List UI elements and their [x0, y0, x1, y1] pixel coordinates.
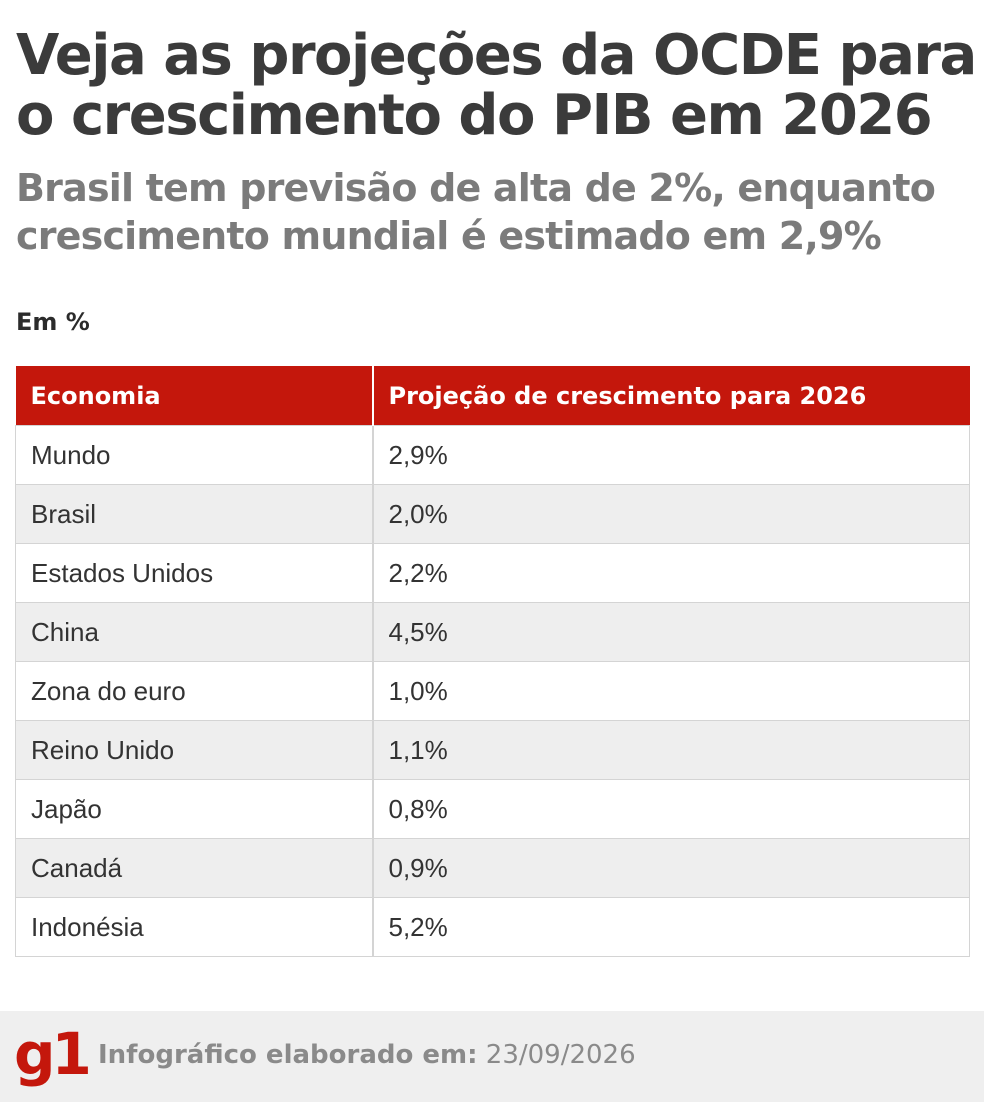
chart-subtitle: Brasil tem previsão de alta de 2%, enqua… — [16, 166, 936, 258]
table-header-row: Economia Projeção de crescimento para 20… — [15, 366, 970, 426]
table-row: Japão 0,8% — [15, 779, 970, 839]
table-row: Zona do euro 1,0% — [15, 661, 970, 721]
credit-line: Infográfico elaborado em: 23/09/2026 — [98, 1040, 636, 1070]
table-row: Estados Unidos 2,2% — [15, 543, 970, 603]
credit-date: 23/09/2026 — [485, 1040, 636, 1070]
column-header-projecao: Projeção de crescimento para 2026 — [371, 366, 970, 426]
table-row: Brasil 2,0% — [15, 484, 970, 544]
projection-value-cell: 2,9% — [371, 425, 970, 485]
projection-value-cell: 1,0% — [371, 661, 970, 721]
credit-label: Infográfico elaborado em: — [98, 1040, 478, 1070]
table-row: Reino Unido 1,1% — [15, 720, 970, 780]
economy-cell: China — [15, 602, 373, 662]
projection-value-cell: 5,2% — [371, 897, 970, 957]
projection-value-cell: 2,2% — [371, 543, 970, 603]
table-row: China 4,5% — [15, 602, 970, 662]
projection-value-cell: 2,0% — [371, 484, 970, 544]
economy-cell: Brasil — [15, 484, 373, 544]
footer: g1 Infográfico elaborado em: 23/09/2026 — [0, 1011, 984, 1102]
economy-cell: Mundo — [15, 425, 373, 485]
economy-cell: Canadá — [15, 838, 373, 898]
economy-cell: Zona do euro — [15, 661, 373, 721]
projection-value-cell: 1,1% — [371, 720, 970, 780]
projection-value-cell: 0,9% — [371, 838, 970, 898]
projection-value-cell: 0,8% — [371, 779, 970, 839]
table-body: Mundo 2,9% Brasil 2,0% Estados Unidos 2,2% Chi… — [15, 425, 970, 957]
economy-cell: Indonésia — [15, 897, 373, 957]
g1-logo: g1 — [14, 1020, 92, 1088]
table-row: Indonésia 5,2% — [15, 897, 970, 957]
table-row: Canadá 0,9% — [15, 838, 970, 898]
table-row: Mundo 2,9% — [15, 425, 970, 485]
chart-title: Veja as projeções da OCDE para o crescim… — [16, 23, 977, 148]
economy-cell: Japão — [15, 779, 373, 839]
economy-cell: Estados Unidos — [15, 543, 373, 603]
projection-table: Economia Projeção de crescimento para 20… — [15, 366, 970, 957]
projection-value-cell: 4,5% — [371, 602, 970, 662]
column-header-economia: Economia — [15, 366, 373, 426]
unit-label: Em % — [16, 308, 90, 336]
economy-cell: Reino Unido — [15, 720, 373, 780]
